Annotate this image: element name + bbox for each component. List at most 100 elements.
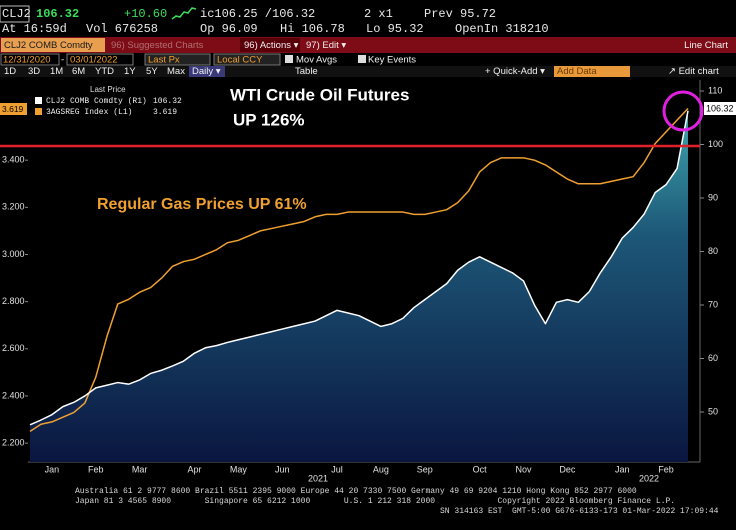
x-tick-label: Apr: [187, 464, 201, 474]
key-events-checkbox[interactable]: [358, 55, 366, 63]
x-tick-label: Jan: [45, 464, 60, 474]
y-tick-label: 2.200: [2, 438, 25, 448]
y-tick-label: 3.000: [2, 249, 25, 259]
legend-label: 3AGSREG Index (L1): [46, 108, 132, 117]
actions-button[interactable]: 96) Actions ▾: [244, 40, 299, 51]
x-tick-label: Jun: [275, 464, 290, 474]
chart-type: Line Chart: [684, 40, 728, 51]
suggested-charts[interactable]: 96) Suggested Charts: [111, 40, 204, 51]
last-value-label: 3.619: [2, 104, 24, 114]
plot-area: 2.200 2.400 2.600 2.800 3.000 3.200 3.400 50 60 7…: [2, 80, 723, 474]
currency-box[interactable]: [213, 53, 281, 66]
quote-bar: CLJ2 106.32 +10.60 ic106.25 /106.32 2 x1…: [0, 5, 549, 36]
ticker-box: [0, 5, 30, 23]
last-value-tag: [704, 102, 736, 115]
field-box[interactable]: [144, 53, 211, 66]
x-tick-label: Mar: [132, 464, 148, 474]
y2-tick-label: 70: [708, 299, 718, 309]
line: [29, 108, 689, 432]
legend-value: 3.619: [153, 108, 177, 117]
y2-tick-label: 50: [708, 406, 718, 416]
start-date-box[interactable]: [0, 53, 60, 66]
x-tick-label: Sep: [417, 464, 433, 474]
add-data-box[interactable]: [554, 66, 630, 77]
last-value-label: 106.32: [706, 103, 734, 113]
y2-tick-label: 110: [708, 85, 722, 95]
x-tick-label: Oct: [473, 464, 488, 474]
key-events[interactable]: Key Events: [368, 55, 416, 66]
mov-avgs-checkbox[interactable]: [285, 55, 293, 63]
y-tick-label: 2.600: [2, 343, 25, 353]
actions-button-bg[interactable]: [240, 38, 300, 52]
range-button[interactable]: 1D: [4, 66, 16, 77]
last-price: 106.32: [36, 7, 79, 21]
x-tick-label: Aug: [373, 464, 389, 474]
range-button[interactable]: Max: [167, 66, 185, 77]
table-button[interactable]: Table: [295, 66, 318, 77]
y-tick-label: 2.800: [2, 296, 25, 306]
range-button[interactable]: 3D: [28, 66, 40, 77]
security[interactable]: CLJ2 COMB Comdty: [4, 40, 93, 51]
end-date-box[interactable]: [66, 53, 134, 66]
legend-value: 106.32: [153, 97, 182, 106]
period[interactable]: Daily ▾: [192, 66, 221, 77]
ticker: CLJ2: [2, 7, 31, 21]
open-interest: OpenIn 318210: [455, 22, 549, 36]
annotation: UP 126%: [233, 110, 305, 129]
x-tick-label: Dec: [559, 464, 576, 474]
field[interactable]: Last Px: [148, 55, 180, 66]
y2-tick-label: 100: [708, 139, 723, 149]
range-button[interactable]: 6M: [72, 66, 85, 77]
legend-title: Last Price: [90, 85, 126, 94]
y2-tick-label: 60: [708, 353, 718, 363]
range-buttons: 1D 3D 1M 6M YTD 1Y 5Y Max: [4, 66, 185, 77]
bid-ask: ic106.25 /106.32: [200, 7, 315, 21]
mov-avgs[interactable]: Mov Avgs: [296, 55, 337, 66]
low: Lo 95.32: [366, 22, 424, 36]
legend: Last Price CLJ2 COMB Comdty (R1) 106.32 …: [35, 85, 182, 117]
volume: Vol 676258: [86, 22, 158, 36]
y-tick-label: 3.200: [2, 202, 25, 212]
end-date[interactable]: 03/01/2022: [70, 55, 118, 66]
range-bar: [0, 66, 736, 77]
time: At 16:59d: [2, 22, 67, 36]
x-tick-label: Nov: [515, 464, 532, 474]
footer-line: Japan 81 3 4565 8900 Singapore 65 6212 1…: [75, 497, 675, 506]
legend-swatch: [35, 108, 42, 115]
range-button[interactable]: 5Y: [146, 66, 158, 77]
y-tick-label: 3.400: [2, 155, 25, 165]
prev: Prev 95.72: [424, 7, 496, 21]
x-tick-label: Feb: [658, 464, 674, 474]
footer-line: SN 314163 EST GMT-5:00 G676-6133-173 01-…: [440, 507, 719, 516]
area: [30, 110, 688, 462]
currency[interactable]: Local CCY: [217, 55, 263, 66]
security-box[interactable]: [1, 38, 105, 52]
range-button[interactable]: YTD: [95, 66, 114, 77]
period-box[interactable]: [189, 66, 225, 77]
footer-line: Australia 61 2 9777 8600 Brazil 5511 239…: [75, 487, 637, 496]
open: Op 96.09: [200, 22, 258, 36]
menu-bar: [0, 37, 736, 53]
y2-tick-label: 80: [708, 246, 718, 256]
add-data[interactable]: Add Data: [557, 66, 597, 77]
range-button[interactable]: 1M: [50, 66, 63, 77]
y2-tick-label: 90: [708, 192, 718, 202]
annotation: Regular Gas Prices UP 61%: [97, 196, 307, 213]
change: +10.60: [124, 7, 167, 21]
range-button[interactable]: 1Y: [124, 66, 136, 77]
edit-chart[interactable]: ↗ Edit chart: [668, 66, 719, 77]
annotation: WTI Crude Oil Futures: [230, 85, 409, 104]
date-dash: -: [61, 55, 64, 66]
x-tick-label: Jul: [331, 464, 343, 474]
last-value-tag: [0, 103, 27, 115]
high: Hi 106.78: [280, 22, 345, 36]
legend-label: CLJ2 COMB Comdty (R1): [46, 97, 147, 106]
x-tick-label: Feb: [88, 464, 104, 474]
line: [29, 110, 689, 426]
quick-add[interactable]: + Quick-Add ▾: [485, 66, 545, 77]
sparkline-icon: [171, 7, 197, 20]
start-date[interactable]: 12/31/2020: [3, 55, 51, 66]
edit-button[interactable]: 97) Edit ▾: [306, 40, 346, 51]
y-tick-label: 2.400: [2, 390, 25, 400]
